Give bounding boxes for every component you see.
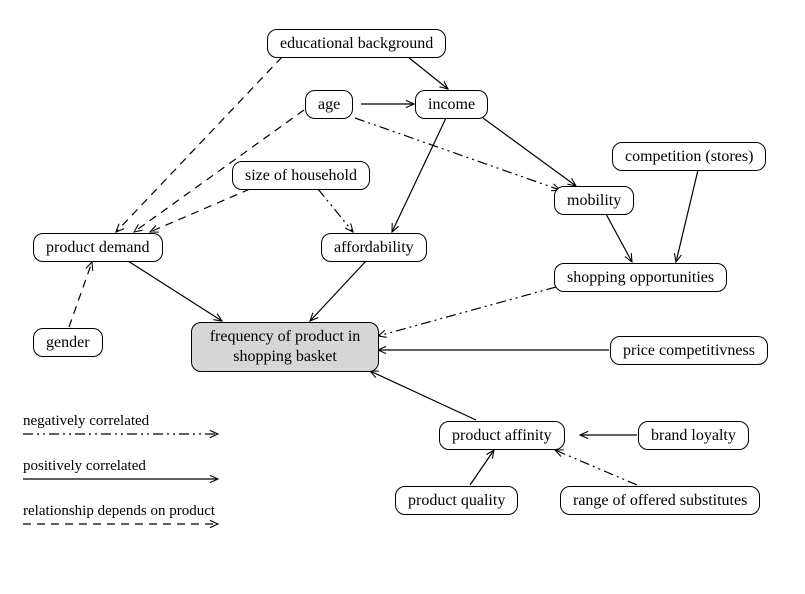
legend-label-negative: negatively correlated [23, 413, 149, 430]
node-income: income [415, 90, 488, 119]
edge-income-to-affordability [392, 118, 446, 232]
edge-mobility-to-shopping [606, 214, 632, 262]
edge-household-to-affordability [318, 189, 353, 232]
edge-affordability-to-frequency [310, 261, 366, 321]
edge-age-to-mobility [355, 118, 560, 190]
edge-edu-to-income [408, 57, 448, 89]
node-mobility: mobility [554, 186, 634, 215]
node-product-demand: product demand [33, 233, 163, 262]
edge-gender-to-demand [69, 262, 92, 327]
node-frequency: frequency of product in shopping basket [191, 322, 379, 372]
node-educational-background: educational background [267, 29, 446, 58]
node-gender: gender [33, 328, 103, 357]
legend-label-depends: relationship depends on product [23, 503, 215, 520]
node-size-of-household: size of household [232, 161, 370, 190]
edge-competition-to-shopping [676, 170, 698, 262]
edge-shopping-to-frequency [378, 287, 556, 336]
node-substitutes: range of offered substitutes [560, 486, 760, 515]
edge-quality-to-affinity [470, 450, 494, 485]
edge-demand-to-frequency [128, 261, 222, 321]
node-product-affinity: product affinity [439, 421, 565, 450]
node-competition: competition (stores) [612, 142, 766, 171]
node-age: age [305, 90, 353, 119]
node-price-competitiveness: price competitivness [610, 336, 768, 365]
node-affordability: affordability [321, 233, 427, 262]
edge-edu-to-demand [116, 57, 282, 232]
edge-substitutes-to-affinity [555, 450, 637, 485]
edge-household-to-demand [150, 189, 250, 232]
diagram-canvas: educational background age income compet… [0, 0, 805, 594]
node-shopping-opportunities: shopping opportunities [554, 263, 727, 292]
node-brand-loyalty: brand loyalty [638, 421, 749, 450]
legend-label-positive: positively correlated [23, 458, 146, 475]
node-product-quality: product quality [395, 486, 518, 515]
edge-income-to-mobility [483, 118, 576, 186]
edge-affinity-to-frequency [370, 371, 476, 420]
